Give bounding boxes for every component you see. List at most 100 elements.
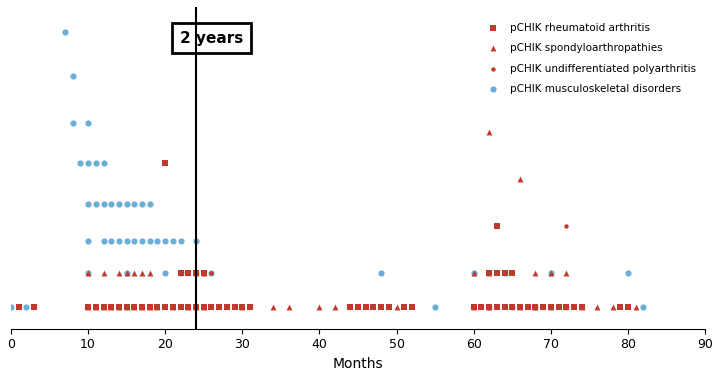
Point xyxy=(622,304,634,310)
Point xyxy=(175,270,186,276)
Point xyxy=(121,201,132,207)
Point xyxy=(514,304,526,310)
Point xyxy=(136,201,148,207)
Point xyxy=(429,304,441,310)
Point xyxy=(175,270,186,276)
Point xyxy=(483,270,495,276)
Point xyxy=(175,238,186,244)
Point xyxy=(82,270,94,276)
Point xyxy=(152,238,163,244)
Point xyxy=(13,304,24,310)
Point xyxy=(198,270,210,276)
Point xyxy=(198,304,210,310)
Point xyxy=(113,304,125,310)
Point xyxy=(28,304,40,310)
Point xyxy=(98,201,109,207)
Point xyxy=(67,119,78,125)
Point xyxy=(98,304,109,310)
Point xyxy=(468,270,480,276)
Point xyxy=(98,270,109,276)
Point xyxy=(591,304,603,310)
Point xyxy=(75,160,86,166)
Point xyxy=(136,304,148,310)
Point xyxy=(491,304,503,310)
Point xyxy=(267,304,279,310)
Point xyxy=(614,304,626,310)
Point xyxy=(5,304,17,310)
Point xyxy=(561,223,572,229)
Point xyxy=(638,304,649,310)
Point xyxy=(499,270,510,276)
Point xyxy=(607,304,618,310)
Point xyxy=(483,304,495,310)
Point xyxy=(144,304,156,310)
Point xyxy=(190,270,202,276)
Point xyxy=(183,304,194,310)
Point xyxy=(391,304,402,310)
Point xyxy=(98,238,109,244)
Point xyxy=(136,304,148,310)
Point xyxy=(545,304,557,310)
Point xyxy=(561,304,572,310)
Point xyxy=(561,270,572,276)
Point xyxy=(167,238,179,244)
Point xyxy=(159,304,171,310)
X-axis label: Months: Months xyxy=(333,357,383,371)
Point xyxy=(105,238,117,244)
Point xyxy=(507,304,518,310)
Point xyxy=(190,270,202,276)
Point xyxy=(167,304,179,310)
Point xyxy=(144,201,156,207)
Point xyxy=(399,304,410,310)
Point xyxy=(183,304,194,310)
Point xyxy=(90,304,102,310)
Point xyxy=(159,270,171,276)
Point xyxy=(121,270,132,276)
Point xyxy=(545,304,557,310)
Point xyxy=(90,304,102,310)
Point xyxy=(368,304,379,310)
Point xyxy=(630,304,642,310)
Point xyxy=(167,304,179,310)
Point xyxy=(190,304,202,310)
Point xyxy=(113,238,125,244)
Point xyxy=(105,304,117,310)
Point xyxy=(568,304,580,310)
Point xyxy=(468,304,480,310)
Point xyxy=(483,129,495,135)
Point xyxy=(198,304,210,310)
Point xyxy=(82,201,94,207)
Point xyxy=(129,238,140,244)
Point xyxy=(530,304,541,310)
Point xyxy=(345,304,356,310)
Point xyxy=(483,270,495,276)
Point xyxy=(314,304,325,310)
Point xyxy=(468,270,480,276)
Point xyxy=(82,304,94,310)
Point xyxy=(383,304,395,310)
Point xyxy=(206,304,217,310)
Point xyxy=(483,304,495,310)
Point xyxy=(352,304,364,310)
Point xyxy=(576,304,588,310)
Point xyxy=(491,223,503,229)
Point xyxy=(90,160,102,166)
Point xyxy=(561,304,572,310)
Point xyxy=(545,270,557,276)
Point xyxy=(21,304,32,310)
Point xyxy=(530,304,541,310)
Point xyxy=(183,270,194,276)
Point xyxy=(82,160,94,166)
Point xyxy=(198,304,210,310)
Point xyxy=(82,270,94,276)
Point xyxy=(499,304,510,310)
Point xyxy=(499,270,510,276)
Point xyxy=(190,270,202,276)
Point xyxy=(237,304,248,310)
Point xyxy=(105,201,117,207)
Legend: pCHIK rheumatoid arthritis, pCHIK spondyloarthropathies, pCHIK undifferentiated : pCHIK rheumatoid arthritis, pCHIK spondy… xyxy=(478,19,700,98)
Point xyxy=(507,304,518,310)
Point xyxy=(98,304,109,310)
Point xyxy=(507,270,518,276)
Point xyxy=(198,270,210,276)
